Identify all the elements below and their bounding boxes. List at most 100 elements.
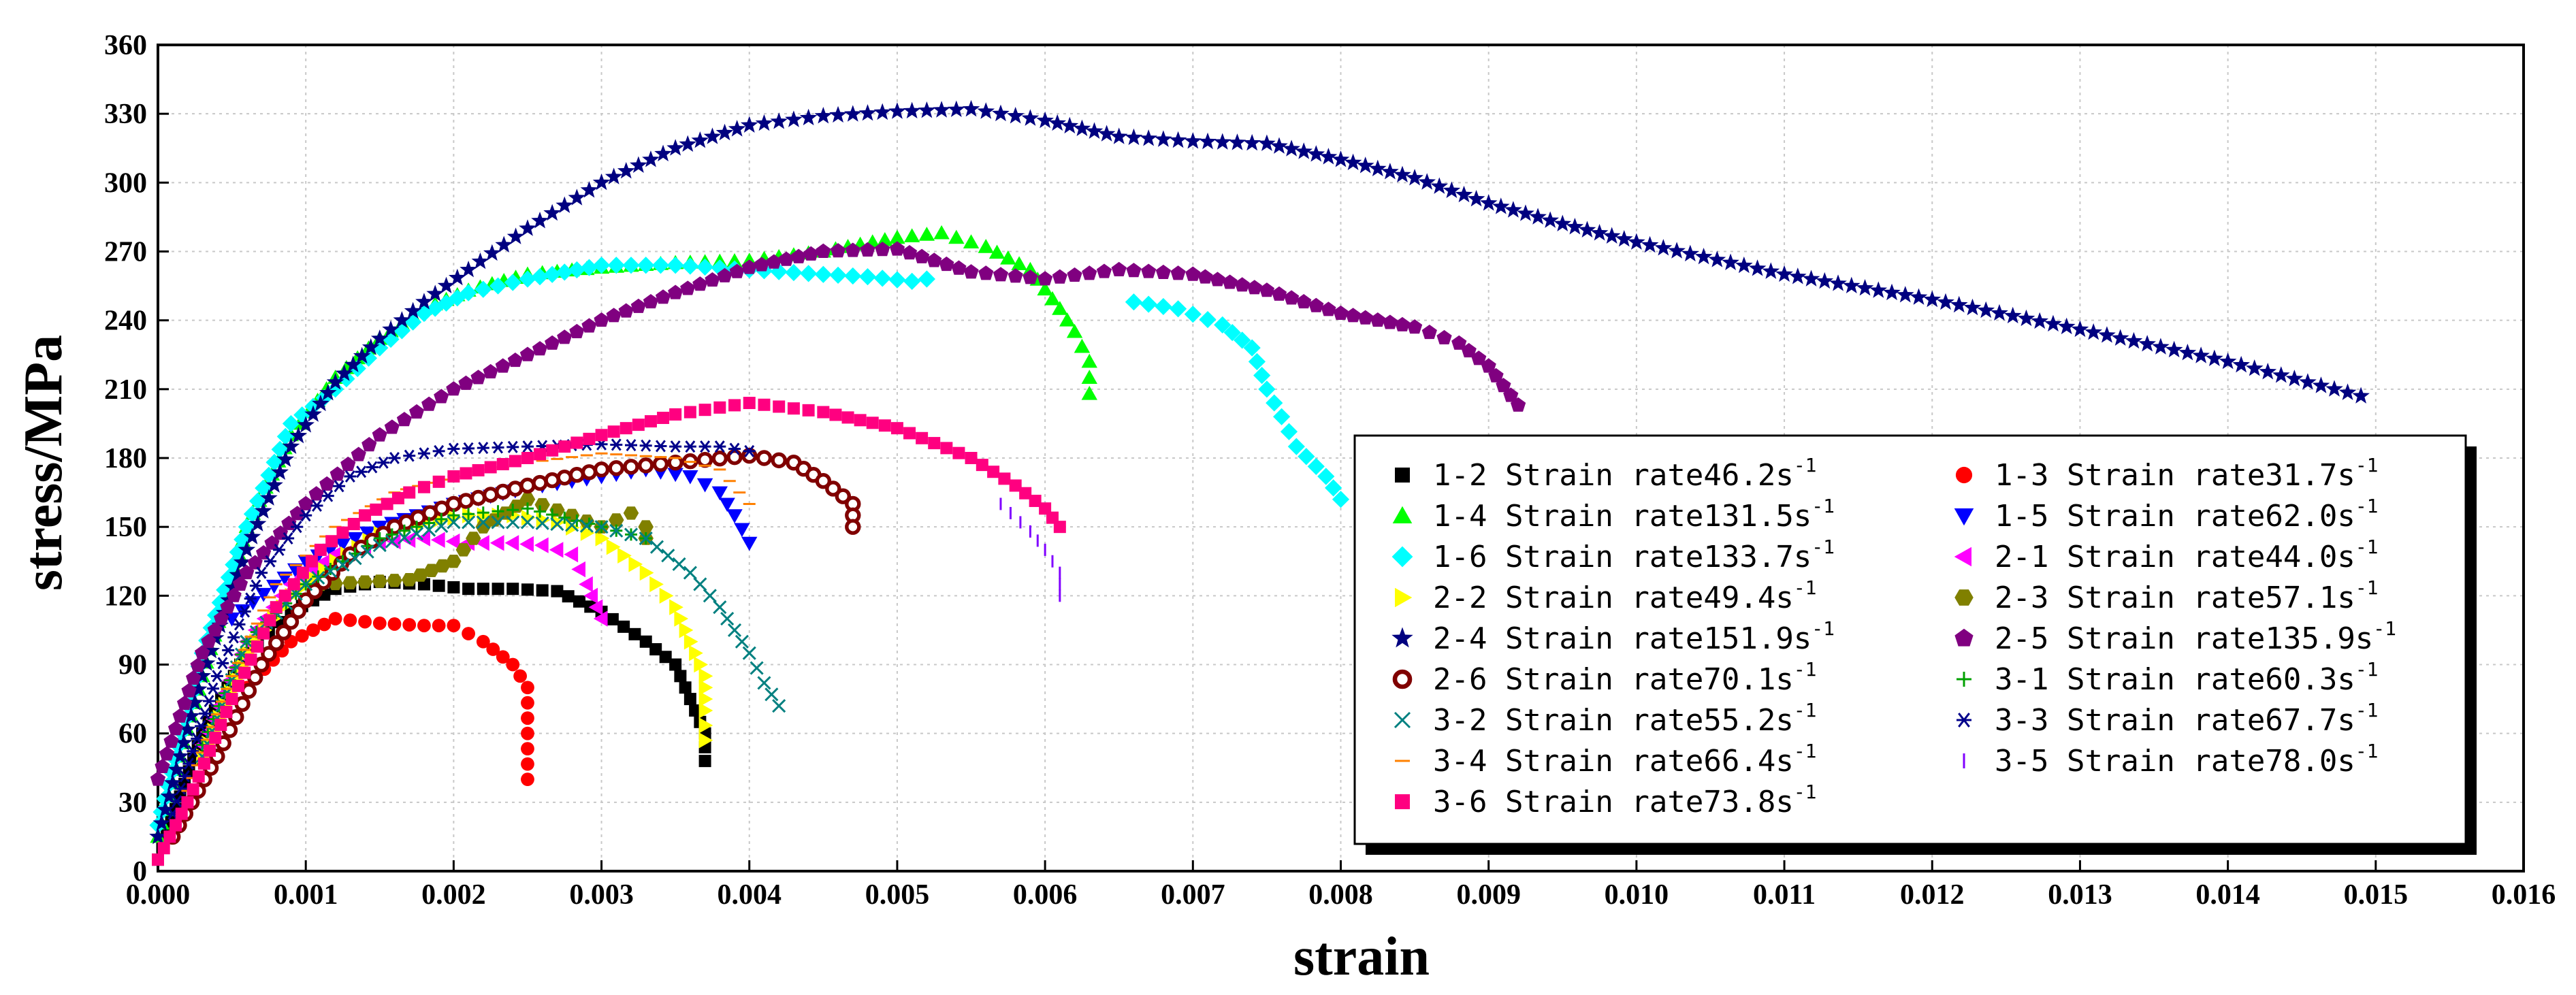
data-point [679, 622, 694, 638]
data-point [447, 619, 461, 633]
data-point [308, 486, 324, 501]
legend-superscript: -1 [1794, 576, 1817, 599]
data-point [201, 634, 216, 649]
data-point [185, 670, 202, 685]
legend-superscript: -1 [2355, 576, 2379, 599]
data-point [176, 696, 193, 711]
data-point [829, 266, 847, 284]
data-point [159, 746, 175, 761]
data-point [150, 771, 166, 786]
x-tick-label: 0.012 [1900, 879, 1965, 911]
data-point [1963, 298, 1982, 316]
data-point [460, 467, 472, 480]
data-point [300, 509, 312, 522]
data-point [167, 721, 184, 736]
data-point [580, 259, 598, 276]
data-point [659, 651, 672, 664]
data-point [422, 523, 436, 537]
data-point [360, 544, 374, 559]
data-point [446, 381, 462, 396]
data-point [432, 475, 445, 488]
data-point [609, 513, 624, 527]
legend-superscript: -1 [2355, 658, 2379, 681]
data-point [1283, 140, 1300, 157]
legend-superscript: -1 [1812, 617, 1835, 640]
data-point [402, 618, 417, 632]
data-point [1037, 271, 1053, 286]
data-point [1406, 169, 1423, 186]
data-point [719, 498, 735, 512]
data-point [214, 719, 227, 732]
data-point [993, 267, 1009, 282]
data-point [791, 248, 807, 263]
data-point [2084, 323, 2103, 340]
data-point [396, 412, 413, 427]
legend-entry-3-2: 3-2 Strain rate55.2s-1 [1394, 699, 1817, 738]
data-point [933, 225, 950, 240]
data-point [506, 227, 525, 244]
data-point [195, 719, 208, 732]
data-point [1199, 310, 1217, 329]
legend-label: 1-5 Strain rate62.0s-1 [1995, 495, 2379, 534]
y-tick-label: 330 [104, 99, 147, 130]
data-point [435, 512, 448, 525]
data-point [421, 396, 437, 411]
data-point [311, 570, 325, 585]
data-point [1009, 479, 1022, 492]
data-point [1081, 353, 1097, 368]
data-point [521, 681, 534, 695]
data-point [1775, 265, 1793, 282]
data-point [1748, 259, 1767, 276]
data-point [583, 432, 596, 445]
data-point [1504, 201, 1522, 218]
data-point [698, 404, 711, 417]
data-point [233, 553, 251, 570]
data-point [1321, 301, 1336, 316]
data-point [829, 408, 842, 421]
data-point [299, 577, 313, 591]
data-point [2152, 338, 2170, 355]
data-point [1319, 148, 1338, 165]
data-point [260, 466, 278, 484]
data-point [417, 447, 430, 460]
legend-superscript: -1 [2355, 454, 2379, 476]
data-point [462, 583, 475, 596]
data-point [606, 538, 621, 555]
data-point [257, 627, 270, 640]
legend-entry-3-4: 3-4 Strain rate66.4s-1 [1395, 740, 1817, 779]
y-tick-label: 300 [104, 167, 147, 199]
data-point [251, 640, 263, 653]
data-point [472, 463, 485, 476]
x-tick-label: 0.001 [274, 879, 338, 911]
data-point [371, 339, 389, 357]
data-point [927, 252, 942, 267]
data-point [534, 498, 550, 512]
data-point [462, 627, 475, 640]
legend-marker [1392, 506, 1413, 523]
data-point [1496, 378, 1511, 393]
data-point [216, 657, 229, 670]
data-point [799, 108, 818, 126]
data-point [1488, 368, 1504, 382]
data-point [558, 511, 571, 524]
data-point [449, 289, 466, 307]
data-point [358, 615, 372, 629]
data-point [319, 383, 337, 401]
data-point [1081, 370, 1097, 384]
data-point [639, 531, 653, 546]
data-point [564, 546, 579, 563]
data-point [172, 708, 188, 723]
data-point [669, 658, 682, 671]
data-point [903, 228, 920, 243]
legend-marker [1395, 794, 1410, 809]
data-point [519, 270, 536, 288]
data-point [916, 431, 929, 444]
data-point [1223, 324, 1241, 342]
data-point [220, 599, 236, 614]
data-point [1073, 119, 1091, 137]
data-point [321, 489, 334, 502]
data-point [544, 472, 560, 489]
data-point [471, 252, 489, 270]
data-point [2165, 340, 2183, 358]
data-point [460, 260, 477, 278]
